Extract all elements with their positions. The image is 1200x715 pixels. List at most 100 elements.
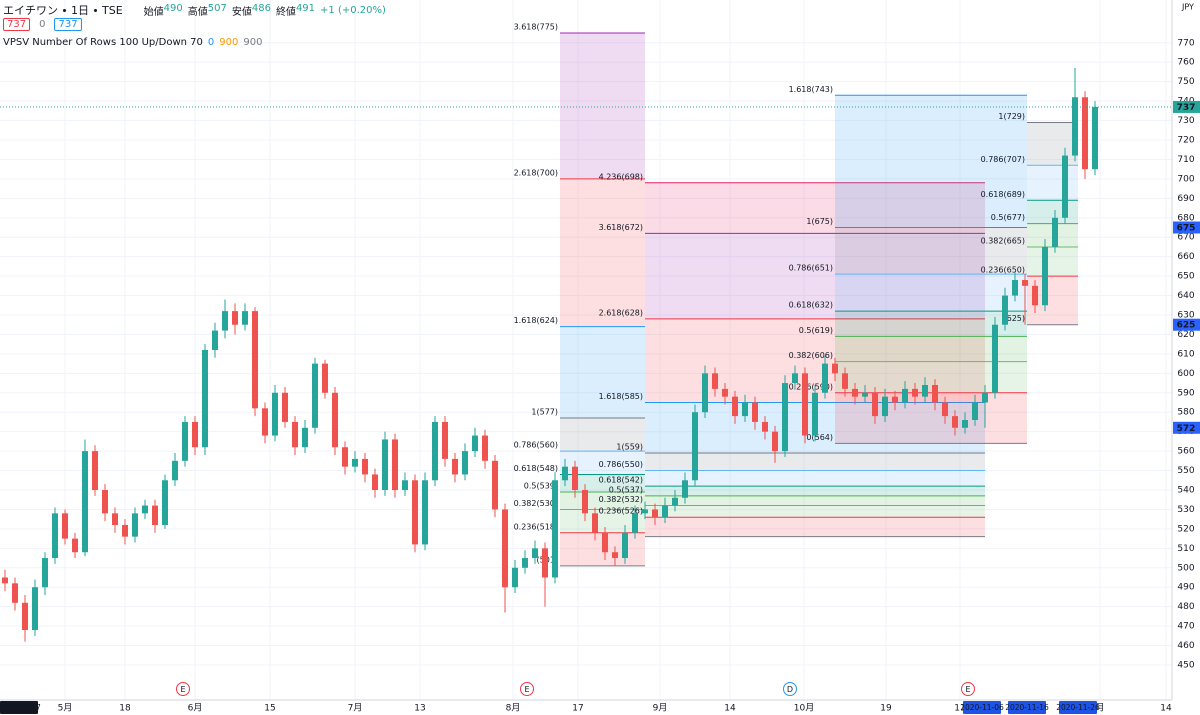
fib-zone — [645, 182, 985, 234]
fib-label: 0.5(537) — [609, 485, 643, 494]
candle-body — [182, 421, 188, 461]
ohlc-value: 486 — [251, 2, 271, 14]
symbol: エイチワン — [3, 4, 58, 17]
event-marker — [176, 682, 190, 696]
x-tick-label: 9月 — [653, 703, 668, 714]
y-tick-label: 770 — [1177, 38, 1194, 48]
fib-label: 0.618(689) — [981, 190, 1025, 199]
x-tick-label: 11 — [954, 704, 965, 714]
y-tick-label: 560 — [1177, 447, 1194, 457]
candle-body — [622, 532, 628, 559]
candle-body — [432, 421, 438, 481]
x-marker-label: 2020-11-06 — [960, 703, 1004, 712]
fib-zone — [645, 470, 985, 487]
fib-label: 0.236(650) — [981, 266, 1025, 275]
candle-body — [172, 460, 178, 481]
candle-body — [522, 558, 528, 568]
x-tick-label: 10月 — [794, 703, 814, 714]
candle-body — [362, 458, 368, 475]
candle-body — [802, 373, 808, 436]
candle-body — [312, 363, 318, 428]
x-tick-label: 6月 — [188, 703, 203, 714]
ohlc-item: 高値 507 — [188, 3, 227, 18]
y-tick-label: 510 — [1177, 544, 1194, 554]
candle-body — [982, 392, 988, 403]
candle-body — [702, 373, 708, 413]
candle-body — [162, 480, 168, 525]
y-tick-label: 720 — [1177, 136, 1194, 146]
candle-body — [942, 402, 948, 417]
candle-body — [222, 311, 228, 331]
candle-body — [712, 373, 718, 389]
price-box: 0 — [39, 19, 46, 30]
y-tick-label: 520 — [1177, 524, 1194, 534]
x-tick-label: 14 — [724, 704, 736, 714]
price-box: 737 — [54, 18, 82, 31]
fib-label: (625) — [1003, 314, 1025, 323]
fib-zone — [560, 509, 645, 533]
symbol-header: エイチワン 1日 TSE 始値 490 高値 507 安値 486 終値 491 +1 (+0… — [3, 2, 386, 18]
candle-body — [952, 416, 958, 428]
indicator-legend: VPSV Number Of Rows 100 Up/Down 70 0 900 9… — [3, 37, 262, 48]
candle-body — [892, 396, 898, 403]
fib-label: 0.618(542) — [599, 476, 643, 485]
y-tick-label: 710 — [1177, 155, 1194, 165]
candle-body — [262, 408, 268, 436]
candle-body — [412, 480, 418, 545]
fib-label: 0.786(550) — [599, 460, 643, 469]
candle-body — [62, 513, 68, 539]
y-tick-label: 530 — [1177, 505, 1194, 515]
fib-label: 0.382(530) — [514, 499, 558, 508]
y-tick-label: 460 — [1177, 641, 1194, 651]
event-label: E — [180, 685, 185, 694]
fib-zone — [835, 311, 1027, 337]
candle-body — [472, 435, 478, 452]
y-tick-label: 670 — [1177, 233, 1194, 243]
y-tick-label: 480 — [1177, 602, 1194, 612]
fib-label: 0.786(707) — [981, 155, 1025, 164]
event-marker — [961, 682, 975, 696]
separator — [63, 8, 66, 12]
candle-body — [282, 392, 288, 422]
candle-body — [1072, 97, 1078, 156]
event-marker — [520, 682, 534, 696]
candle-body — [422, 480, 428, 545]
y-tick-label: 470 — [1177, 622, 1194, 632]
y-tick-label: 630 — [1177, 311, 1194, 321]
candle-body — [602, 532, 608, 553]
candle-body — [552, 480, 558, 578]
ohlc-label: 安値 — [231, 6, 252, 18]
candle-body — [152, 505, 158, 525]
price-marker — [1173, 421, 1200, 434]
price-box: 737 — [3, 18, 31, 31]
x-marker — [1008, 701, 1046, 714]
candle-body — [302, 427, 308, 448]
fib-zone — [835, 227, 1027, 275]
candle-body — [492, 460, 498, 510]
fib-label: 0.382(606) — [789, 351, 833, 360]
candle-body — [232, 311, 238, 325]
interval: 1日 — [71, 4, 89, 17]
candle-body — [652, 509, 658, 518]
candle-body — [252, 311, 258, 409]
candle-body — [572, 466, 578, 490]
y-tick-label: 660 — [1177, 252, 1194, 262]
candle-body — [782, 383, 788, 452]
candle-body — [902, 388, 908, 403]
candle-body — [812, 392, 818, 436]
candle-body — [912, 388, 918, 397]
y-tick-label: 590 — [1177, 388, 1194, 398]
x-tick-label: 14 — [1160, 704, 1172, 714]
candle-body — [972, 402, 978, 420]
fib-label: 0.786(651) — [789, 264, 833, 273]
y-tick-label: 730 — [1177, 116, 1194, 126]
candle-body — [42, 558, 48, 588]
fib-label: 0.5(539) — [524, 481, 558, 490]
y-tick-label: 610 — [1177, 349, 1194, 359]
candle-body — [22, 602, 28, 630]
candle-body — [352, 458, 358, 467]
y-tick-label: 700 — [1177, 174, 1194, 184]
fib-label: 0.382(665) — [981, 236, 1025, 245]
fib-label: 0(564) — [806, 433, 833, 442]
